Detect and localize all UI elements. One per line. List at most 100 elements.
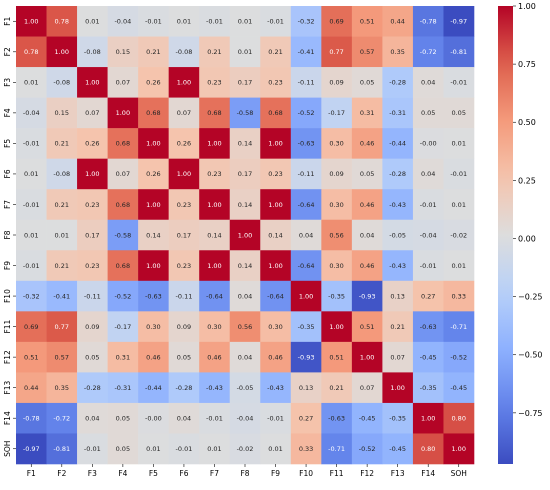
- heatmap-cell-F8-F6: [168, 219, 200, 251]
- heatmap-cell-F10-F8: [229, 280, 261, 312]
- heatmap-cell-F7-F3: [77, 189, 108, 221]
- cell-value-label: 0.57: [55, 353, 69, 361]
- x-tick-label-F6: F6: [179, 469, 188, 478]
- cell-value-label: 0.01: [55, 231, 69, 239]
- heatmap-cell-F14-F7: [199, 402, 231, 434]
- cell-value-label: 0.26: [177, 140, 191, 148]
- cell-value-label: 0.01: [451, 140, 465, 148]
- heatmap-cell-F10-F6: [168, 280, 200, 312]
- heatmap-cell-F8-F11: [321, 219, 353, 251]
- cell-value-label: 0.23: [207, 79, 221, 87]
- cell-value-label: 0.23: [85, 262, 99, 270]
- cell-value-label: 0.51: [360, 323, 374, 331]
- heatmap-cell-F5-F12: [351, 128, 383, 159]
- cell-value-label: -0.45: [359, 415, 376, 423]
- heatmap-cell-SOH-F14: [412, 433, 444, 465]
- heatmap-cell-F6-F11: [321, 158, 353, 190]
- heatmap-cell-F9-F2: [46, 250, 78, 282]
- heatmap-cell-F10-F1: [16, 280, 47, 312]
- y-tick-label-F6: F6: [3, 169, 12, 178]
- heatmap-cell-F8-SOH: [443, 219, 475, 251]
- cell-value-label: 0.46: [360, 262, 374, 270]
- cell-value-label: 0.46: [146, 353, 160, 361]
- cell-value-label: 0.56: [238, 323, 252, 331]
- heatmap-cell-F1-F5: [138, 6, 169, 37]
- cell-value-label: -0.52: [114, 292, 131, 300]
- cell-value-label: 0.33: [299, 445, 313, 453]
- y-tick-label-F1: F1: [3, 16, 12, 25]
- cell-value-label: -0.00: [420, 140, 437, 148]
- heatmap-cell-F9-F13: [382, 250, 414, 282]
- cell-value-label: 1.00: [238, 231, 252, 239]
- heatmap-cell-SOH-F1: [16, 433, 47, 465]
- heatmap-cell-F11-F4: [107, 311, 139, 343]
- heatmap-cell-F8-F7: [199, 219, 231, 251]
- heatmap-cell-F14-F10: [290, 402, 322, 434]
- heatmap-cell-F14-F14: [412, 402, 444, 434]
- cell-value-label: -0.41: [298, 48, 315, 56]
- cell-value-label: 0.01: [177, 18, 191, 26]
- cell-value-label: -0.52: [450, 353, 467, 361]
- cell-value-label: 0.05: [360, 79, 374, 87]
- y-tick-label-F10: F10: [3, 289, 12, 303]
- heatmap-cell-F7-F6: [168, 189, 200, 221]
- heatmap-cell-F1-F10: [290, 6, 322, 37]
- cell-value-label: -0.35: [420, 384, 437, 392]
- colorbar-tick-label: 0.75: [518, 60, 536, 69]
- heatmap-cell-F3-F3: [77, 67, 108, 98]
- cell-value-label: -0.93: [298, 353, 315, 361]
- cell-value-label: 0.01: [24, 170, 38, 178]
- heatmap-cell-SOH-F13: [382, 433, 414, 465]
- cell-value-label: 0.30: [268, 323, 282, 331]
- heatmap-cell-F4-F2: [46, 97, 78, 129]
- cell-value-label: -0.28: [389, 79, 406, 87]
- cell-value-label: 0.01: [451, 262, 465, 270]
- cell-value-label: 0.04: [238, 353, 252, 361]
- heatmap-cell-F14-F6: [168, 402, 200, 434]
- cell-value-label: -0.02: [237, 445, 254, 453]
- heatmap-cell-F5-SOH: [443, 128, 475, 159]
- cell-value-label: -0.63: [328, 415, 345, 423]
- heatmap-cell-F11-F10: [290, 311, 322, 343]
- cell-value-label: 0.14: [238, 201, 252, 209]
- y-tick-label-F7: F7: [3, 200, 12, 209]
- heatmap-cell-F10-F5: [138, 280, 169, 312]
- heatmap-cell-SOH-F9: [260, 433, 292, 465]
- heatmap-cell-F9-F12: [351, 250, 383, 282]
- cell-value-label: 0.69: [24, 323, 38, 331]
- heatmap-cell-F6-SOH: [443, 158, 475, 190]
- cell-value-label: 0.07: [116, 79, 130, 87]
- colorbar: 1.00 0.75 0.50 0.25 0.00 −0.25 −0.50 −0.75: [498, 2, 543, 464]
- cell-value-label: 0.46: [268, 353, 282, 361]
- heatmap-cell-F13-F11: [321, 372, 353, 404]
- cell-value-label: 0.09: [177, 323, 191, 331]
- heatmap-cell-F5-F13: [382, 128, 414, 159]
- heatmap-cell-F10-F3: [77, 280, 108, 312]
- cell-value-label: 0.14: [238, 262, 252, 270]
- heatmap-cell-F12-F1: [16, 341, 47, 373]
- cell-value-label: 0.14: [146, 231, 160, 239]
- cell-value-label: 0.04: [421, 79, 435, 87]
- cell-value-label: -0.45: [450, 384, 467, 392]
- cell-value-label: 0.27: [299, 415, 313, 423]
- cell-value-label: -0.43: [389, 201, 406, 209]
- heatmap-cell-F8-F13: [382, 219, 414, 251]
- cell-value-label: 1.00: [116, 109, 130, 117]
- cell-value-label: 0.68: [116, 201, 130, 209]
- heatmap-cell-F6-F12: [351, 158, 383, 190]
- cell-value-label: 0.23: [177, 201, 191, 209]
- heatmap-cell-F1-F14: [412, 6, 444, 37]
- heatmap-cell-F10-F13: [382, 280, 414, 312]
- cell-value-label: 0.23: [268, 170, 282, 178]
- cell-value-label: 0.09: [329, 79, 343, 87]
- heatmap-cell-F13-F3: [77, 372, 108, 404]
- heatmap-cell-F13-F13: [382, 372, 414, 404]
- heatmap-cell-F2-F2: [46, 36, 78, 68]
- cell-value-label: 1.00: [24, 18, 38, 26]
- heatmap-cell-F10-F7: [199, 280, 231, 312]
- x-tick-label-F7: F7: [210, 469, 219, 478]
- heatmap-cell-F9-F14: [412, 250, 444, 282]
- cell-value-label: 0.01: [451, 201, 465, 209]
- heatmap-cell-F3-F11: [321, 67, 353, 98]
- heatmap-cell-SOH-F8: [229, 433, 261, 465]
